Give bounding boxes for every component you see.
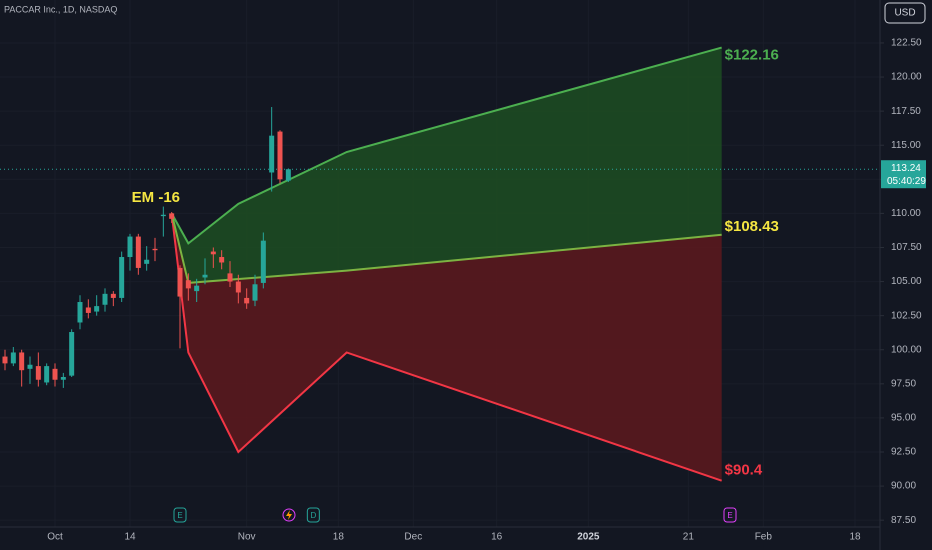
middle-line: [170, 213, 722, 284]
candle-body: [60, 377, 66, 380]
event-icon: [723, 507, 737, 523]
y-tick-label: 90.00: [891, 481, 916, 492]
candle-body: [52, 368, 58, 380]
y-tick-label: 107.50: [891, 242, 922, 253]
x-tick-label: Feb: [755, 532, 773, 543]
candle-body: [277, 131, 283, 180]
y-tick-label: 100.00: [891, 344, 922, 355]
upper-zone: [171, 47, 722, 283]
candle-body: [285, 169, 291, 181]
currency-button[interactable]: [884, 2, 926, 24]
candle-body: [35, 366, 41, 380]
candle-body: [210, 251, 216, 255]
x-tick-label: Oct: [47, 532, 63, 543]
y-tick-label: 110.00: [891, 208, 921, 219]
candle-body: [44, 366, 50, 383]
event-label: E: [177, 511, 182, 520]
candle-body: [102, 293, 108, 305]
candle-body: [69, 332, 75, 376]
last-price-box: [881, 160, 926, 189]
lower-zone: [171, 213, 722, 481]
event-label: E: [727, 511, 732, 520]
currency[interactable]: USD: [894, 8, 915, 19]
lower-label: $90.4: [725, 462, 763, 479]
event-icon: [173, 507, 187, 523]
candle-body: [169, 213, 175, 219]
y-tick-label: 115.00: [891, 140, 921, 151]
candle-body: [202, 274, 208, 278]
candle-body: [252, 284, 258, 301]
event[interactable]: E: [173, 507, 187, 523]
x-tick-label: 21: [683, 532, 695, 543]
candle-body: [194, 285, 200, 292]
plot: $122.16 $108.43 $90.4 EM -16 E D E: [0, 46, 880, 523]
y-tick-label: 117.50: [891, 106, 921, 117]
upper-label: $122.16: [725, 47, 779, 64]
candle-body: [119, 257, 125, 298]
candle-body: [77, 302, 83, 323]
candle-body: [177, 267, 183, 297]
last-price-label: 113.24: [891, 163, 921, 174]
x-tick-label: 16: [491, 532, 503, 543]
candle-body: [244, 297, 250, 304]
candle-body: [219, 257, 225, 263]
candle-body: [135, 236, 141, 268]
x-tick-label: Dec: [404, 532, 422, 543]
chart-title: PACCAR Inc., 1D, NASDAQ: [4, 4, 117, 14]
x-tick-label: 18: [849, 532, 861, 543]
candle-body: [127, 236, 133, 258]
y-tick-label: 105.00: [891, 276, 922, 287]
y-tick-label: 120.00: [891, 72, 922, 83]
lightning-event[interactable]: [282, 508, 296, 522]
candle-body: [94, 306, 100, 312]
candle-body: [160, 214, 166, 217]
x-tick-label: 2025: [577, 532, 600, 543]
candle-body: [85, 307, 91, 313]
y-tick-label: 102.50: [891, 310, 922, 321]
middle-label: $108.43: [725, 218, 779, 235]
countdown: 05:40:29: [887, 176, 926, 187]
y-tick-label: 92.50: [891, 447, 916, 458]
candle-body: [144, 259, 150, 264]
event-label: D: [310, 511, 316, 520]
candle-body: [152, 248, 158, 251]
y-tick-label: 122.50: [891, 38, 922, 49]
y-tick-label: 95.00: [891, 413, 916, 424]
y-tick-label: 97.50: [891, 378, 916, 389]
upper-line: [170, 46, 722, 245]
x-tick-label: 18: [333, 532, 345, 543]
candle-body: [10, 352, 16, 364]
event[interactable]: E: [723, 507, 737, 523]
candle-body: [19, 352, 25, 371]
candle-body: [27, 364, 33, 369]
x-tick-label: 14: [124, 532, 136, 543]
candle-body: [110, 293, 116, 298]
event[interactable]: D: [306, 507, 320, 523]
event-icon: [306, 507, 320, 523]
event-icon: [286, 510, 292, 520]
x-tick-label: Nov: [238, 532, 256, 543]
candle-body: [2, 356, 8, 364]
candle-body: [260, 240, 266, 283]
event-icon[interactable]: [282, 508, 296, 522]
candle-body: [185, 280, 191, 289]
candle-body: [235, 281, 241, 293]
annotation: EM -16: [132, 189, 180, 206]
lower-line: [170, 213, 722, 482]
candle-body: [227, 273, 233, 282]
y-tick-label: 87.50: [891, 515, 916, 526]
candle-body: [269, 135, 275, 173]
